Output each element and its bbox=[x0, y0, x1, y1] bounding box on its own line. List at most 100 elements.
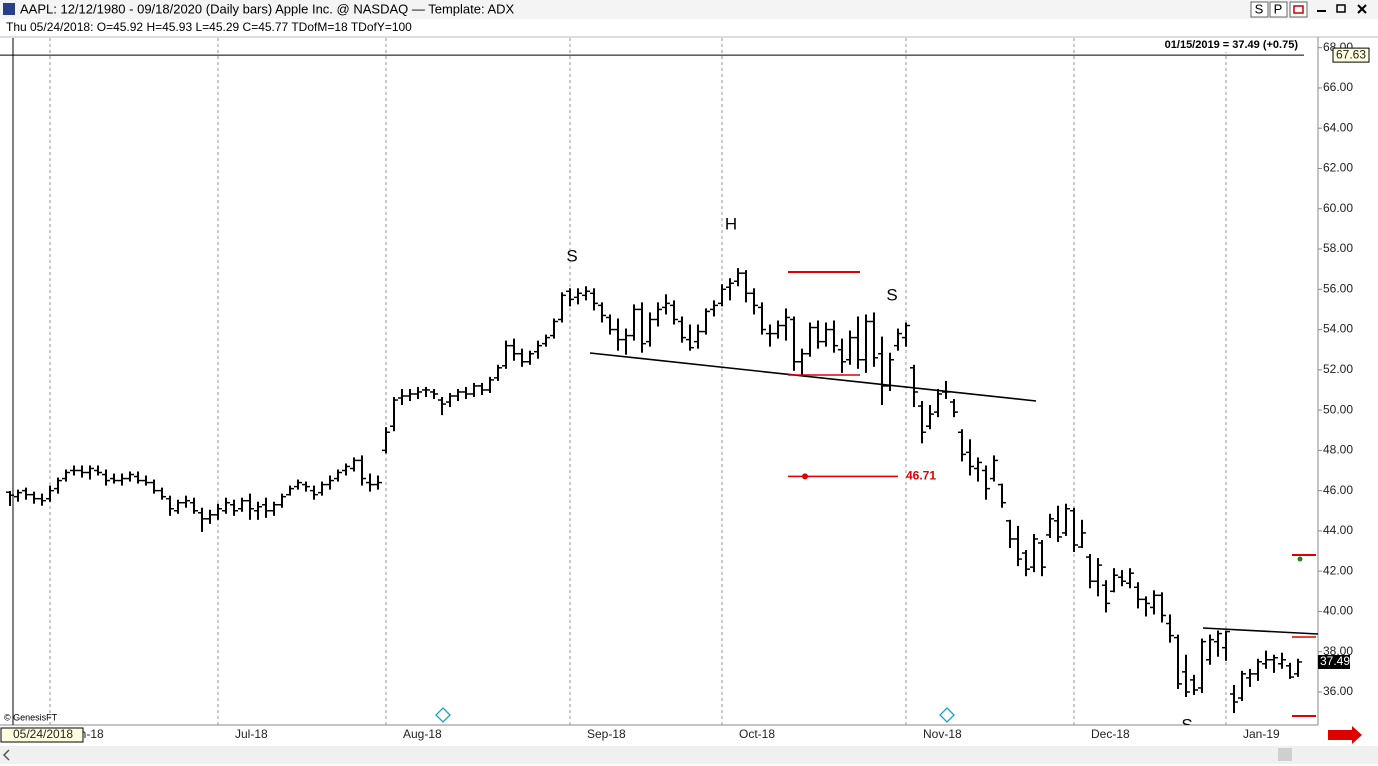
price-bar bbox=[270, 501, 278, 516]
price-bar bbox=[830, 320, 838, 353]
price-bar bbox=[790, 316, 798, 371]
price-bar bbox=[302, 481, 310, 492]
price-bar bbox=[894, 328, 902, 351]
price-bar bbox=[614, 318, 622, 351]
price-bar bbox=[70, 465, 78, 476]
price-bar bbox=[662, 294, 670, 315]
watermark: © GenesisFT bbox=[4, 712, 58, 722]
y-tick-label: 44.00 bbox=[1323, 523, 1353, 537]
x-tick-label: Oct-18 bbox=[739, 727, 775, 741]
price-bar bbox=[334, 469, 342, 482]
price-bar bbox=[1094, 558, 1102, 597]
price-bar bbox=[622, 328, 630, 355]
detach-icon bbox=[1293, 5, 1304, 14]
price-bar bbox=[1206, 634, 1214, 665]
button-p[interactable] bbox=[1269, 1, 1288, 18]
restore-button[interactable] bbox=[1336, 4, 1346, 13]
price-bar bbox=[638, 302, 646, 353]
price-bar bbox=[1054, 505, 1062, 542]
price-bar bbox=[134, 471, 142, 484]
price-bar bbox=[982, 465, 990, 500]
button-detach[interactable] bbox=[1289, 1, 1308, 18]
scrollbar[interactable] bbox=[0, 746, 1378, 764]
last-price-label: 37.49 bbox=[1320, 654, 1350, 668]
price-bar bbox=[878, 336, 886, 406]
price-bar bbox=[1174, 634, 1182, 689]
price-bar bbox=[438, 397, 446, 416]
price-bar bbox=[806, 322, 814, 357]
price-bar bbox=[526, 350, 534, 365]
price-bar bbox=[422, 386, 430, 397]
price-bar bbox=[286, 485, 294, 496]
price-bar bbox=[342, 463, 350, 476]
price-bar bbox=[1230, 684, 1238, 714]
price-bar bbox=[142, 475, 150, 486]
pattern-label: S bbox=[566, 246, 577, 265]
window-title: AAPL: 12/12/1980 - 09/18/2020 (Daily bar… bbox=[20, 1, 515, 16]
price-bar bbox=[78, 465, 86, 478]
trend-line bbox=[1202, 627, 1318, 635]
event-icon[interactable] bbox=[435, 707, 451, 723]
price-bar bbox=[566, 288, 574, 307]
price-bar bbox=[1158, 592, 1166, 623]
price-bar bbox=[1118, 570, 1126, 587]
price-bar bbox=[486, 376, 494, 393]
y-tick-label: 58.00 bbox=[1323, 241, 1353, 255]
price-bar bbox=[14, 489, 22, 502]
scroll-right-arrow[interactable] bbox=[1328, 726, 1362, 744]
button-s-label[interactable]: S bbox=[1255, 1, 1264, 16]
price-bar bbox=[366, 473, 374, 492]
y-tick-label: 42.00 bbox=[1323, 563, 1353, 577]
price-bar bbox=[510, 338, 518, 361]
status-line: Thu 05/24/2018: O=45.92 H=45.93 L=45.29 … bbox=[6, 20, 412, 34]
price-bar bbox=[502, 340, 510, 369]
price-bar bbox=[646, 312, 654, 347]
price-bar bbox=[118, 473, 126, 486]
x-tick-label: Jul-18 bbox=[235, 727, 268, 741]
price-bar bbox=[1166, 614, 1174, 643]
price-bar bbox=[158, 487, 166, 500]
button-s[interactable] bbox=[1250, 1, 1269, 18]
price-bar bbox=[358, 455, 366, 486]
price-bar bbox=[1182, 654, 1190, 698]
x-tick-label: Sep-18 bbox=[587, 727, 626, 741]
price-bar bbox=[1086, 554, 1094, 589]
x-tick-label: Dec-18 bbox=[1091, 727, 1130, 741]
price-bar bbox=[582, 286, 590, 301]
price-bar bbox=[838, 338, 846, 373]
price-bar bbox=[726, 278, 734, 301]
close-button[interactable] bbox=[1357, 4, 1367, 14]
scroll-thumb[interactable] bbox=[1278, 748, 1292, 761]
price-bar bbox=[854, 316, 862, 369]
title-bar bbox=[0, 0, 1378, 19]
crosshair-label: 67.63 bbox=[1336, 47, 1366, 61]
event-icon[interactable] bbox=[939, 707, 955, 723]
price-bar bbox=[1190, 674, 1198, 695]
y-tick-label: 50.00 bbox=[1323, 402, 1353, 416]
price-bar bbox=[1046, 513, 1054, 538]
y-tick-label: 36.00 bbox=[1323, 684, 1353, 698]
price-bar bbox=[326, 475, 334, 490]
price-bar bbox=[1070, 507, 1078, 553]
price-bar bbox=[1014, 525, 1022, 567]
y-tick-label: 62.00 bbox=[1323, 161, 1353, 175]
last-quote: 01/15/2019 = 37.49 (+0.75) bbox=[1165, 39, 1299, 51]
y-tick-label: 46.00 bbox=[1323, 483, 1353, 497]
price-bar bbox=[846, 330, 854, 365]
price-bar bbox=[390, 397, 398, 432]
price-bar bbox=[782, 308, 790, 341]
price-bar bbox=[30, 491, 38, 504]
scroll-left[interactable] bbox=[2, 749, 10, 761]
price-bar bbox=[590, 288, 598, 311]
price-bar bbox=[822, 322, 830, 347]
price-bar bbox=[1038, 539, 1046, 577]
price-bar bbox=[558, 292, 566, 323]
price-bar bbox=[1262, 650, 1270, 669]
y-tick-label: 60.00 bbox=[1323, 201, 1353, 215]
price-bar bbox=[262, 497, 270, 518]
price-bar bbox=[926, 405, 934, 430]
button-p-label[interactable]: P bbox=[1274, 1, 1283, 16]
price-bar bbox=[774, 320, 782, 339]
price-bar bbox=[150, 479, 158, 494]
